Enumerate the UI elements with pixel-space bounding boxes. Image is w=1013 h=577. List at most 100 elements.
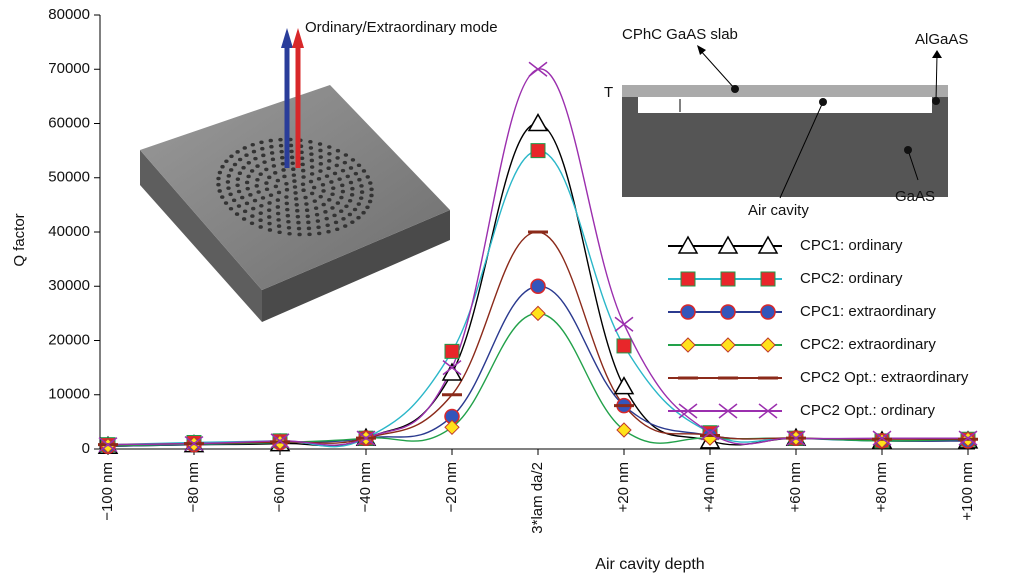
hole — [339, 209, 343, 213]
hole — [247, 161, 251, 165]
hole — [316, 219, 320, 223]
marker — [615, 378, 633, 394]
hole — [261, 196, 265, 200]
hole — [218, 189, 222, 193]
hole — [333, 172, 337, 176]
hole — [357, 163, 361, 167]
hole — [262, 160, 266, 164]
hole — [336, 201, 340, 205]
hole — [277, 230, 281, 234]
hole — [267, 208, 271, 212]
hole — [276, 179, 280, 183]
hole — [357, 178, 361, 182]
hole — [340, 184, 344, 188]
hole — [238, 171, 242, 175]
hole — [330, 206, 334, 210]
hole — [289, 150, 293, 154]
slab-layer — [622, 85, 948, 97]
hole — [327, 159, 331, 163]
hole — [293, 191, 297, 195]
hole — [310, 165, 314, 169]
hole — [341, 169, 345, 173]
legend-label: CPC2 Opt.: ordinary — [800, 402, 936, 419]
hole — [301, 175, 305, 179]
hole — [331, 186, 335, 190]
hole — [312, 186, 316, 190]
hole — [304, 202, 308, 206]
y-tick-label: 50000 — [48, 169, 90, 186]
hole — [286, 220, 290, 224]
hole — [258, 225, 262, 229]
hole — [295, 203, 299, 207]
cross-section-inset: T CPhC GaAS slab AlGaAS Air cavity GaAS — [604, 26, 968, 219]
hole — [216, 183, 220, 187]
x-axis-title: Air cavity depth — [595, 556, 704, 573]
hole — [251, 207, 255, 211]
marker — [721, 272, 735, 286]
hole — [229, 168, 233, 172]
hole — [305, 208, 309, 212]
hole — [301, 188, 305, 192]
hole — [327, 145, 331, 149]
hole — [238, 158, 242, 162]
hole — [350, 193, 354, 197]
hole — [350, 187, 354, 191]
hole — [220, 195, 224, 199]
hole — [309, 180, 313, 184]
hole — [324, 217, 328, 221]
hole — [317, 177, 321, 181]
hole — [321, 203, 325, 207]
hole — [228, 192, 232, 196]
hole — [279, 144, 283, 148]
x-tick-label: 3*lam da/2 — [529, 462, 546, 534]
hole — [316, 225, 320, 229]
hole — [284, 195, 288, 199]
hole — [317, 232, 321, 236]
hole — [348, 199, 352, 203]
marker — [721, 338, 735, 352]
hole — [325, 174, 329, 178]
hole — [301, 182, 305, 186]
hole — [336, 149, 340, 153]
hole — [224, 201, 228, 205]
y-tick-label: 0 — [82, 440, 90, 457]
hole — [349, 181, 353, 185]
hole — [285, 208, 289, 212]
inset-label: Air cavity — [748, 202, 809, 219]
hole — [242, 217, 246, 221]
hole — [265, 187, 269, 191]
legend-label: CPC2: extraordinary — [800, 336, 936, 353]
hole — [339, 196, 343, 200]
marker — [615, 317, 633, 331]
hole — [258, 218, 262, 222]
hole — [326, 230, 330, 234]
y-tick-label: 80000 — [48, 6, 90, 23]
hole — [255, 184, 259, 188]
hole — [362, 169, 366, 173]
x-tick-label: −80 nm — [185, 462, 202, 512]
x-tick-label: +100 nm — [959, 462, 976, 521]
hole — [319, 195, 323, 199]
hole — [332, 214, 336, 218]
hole — [360, 190, 364, 194]
marker — [531, 279, 545, 293]
hole — [276, 205, 280, 209]
hole — [353, 208, 357, 212]
hole — [327, 198, 331, 202]
hole — [348, 213, 352, 217]
hole — [280, 156, 284, 160]
hole — [359, 184, 363, 188]
hole — [330, 192, 334, 196]
hole — [267, 176, 271, 180]
hole — [243, 146, 247, 150]
hole — [308, 140, 312, 144]
legend-label: CPC1: extraordinary — [800, 303, 936, 320]
hole — [321, 183, 325, 187]
hole — [287, 232, 291, 236]
hole — [224, 159, 228, 163]
slab-inset: Ordinary/Extraordinary mode — [140, 19, 498, 322]
hole — [270, 151, 274, 155]
hole — [329, 180, 333, 184]
hole — [248, 193, 252, 197]
hole — [285, 202, 289, 206]
